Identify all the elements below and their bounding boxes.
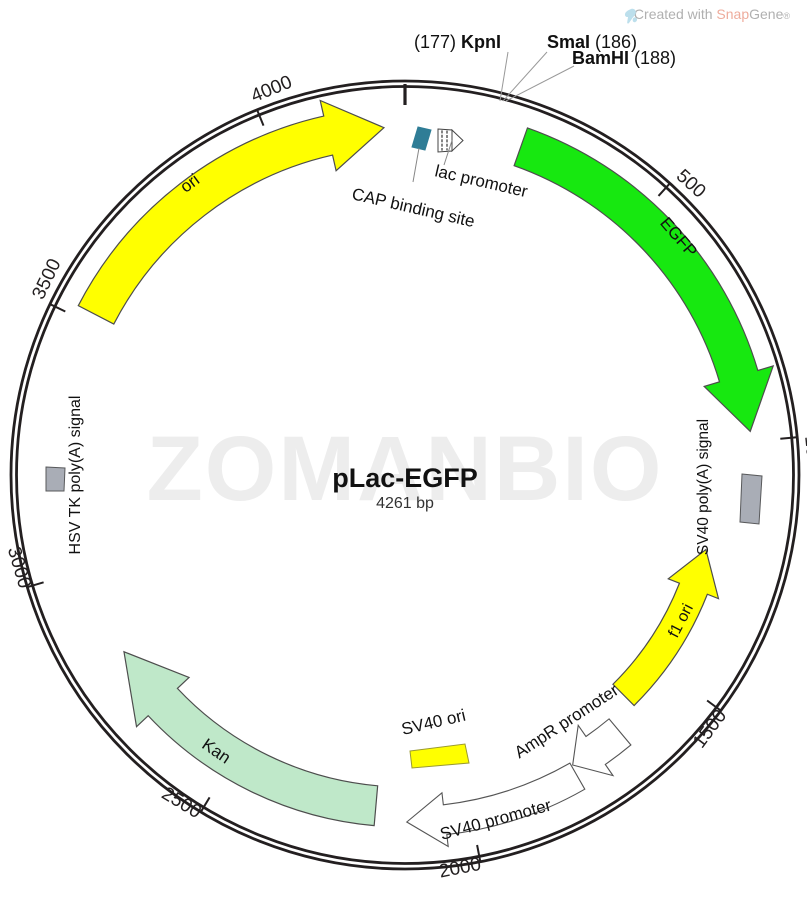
svg-text:HSV TK poly(A) signal: HSV TK poly(A) signal — [67, 396, 84, 555]
svg-text:lac promoter: lac promoter — [433, 161, 530, 201]
svg-text:SV40 ori: SV40 ori — [400, 706, 468, 739]
svg-text:SV40 poly(A) signal: SV40 poly(A) signal — [695, 419, 712, 555]
svg-text:CAP binding site: CAP binding site — [350, 184, 476, 231]
svg-text:4000: 4000 — [248, 72, 295, 107]
svg-text:(177) KpnI: (177) KpnI — [414, 32, 501, 52]
svg-text:2000: 2000 — [437, 854, 483, 883]
svg-text:1500: 1500 — [689, 706, 731, 752]
svg-text:BamHI (188): BamHI (188) — [572, 48, 676, 68]
svg-text:Created with SnapGene®: Created with SnapGene® — [634, 6, 790, 22]
svg-text:2500: 2500 — [158, 783, 205, 823]
svg-text:4261 bp: 4261 bp — [376, 495, 434, 512]
svg-text:pLac-EGFP: pLac-EGFP — [332, 463, 478, 493]
svg-text:3000: 3000 — [3, 544, 35, 591]
svg-text:1000: 1000 — [800, 435, 807, 479]
